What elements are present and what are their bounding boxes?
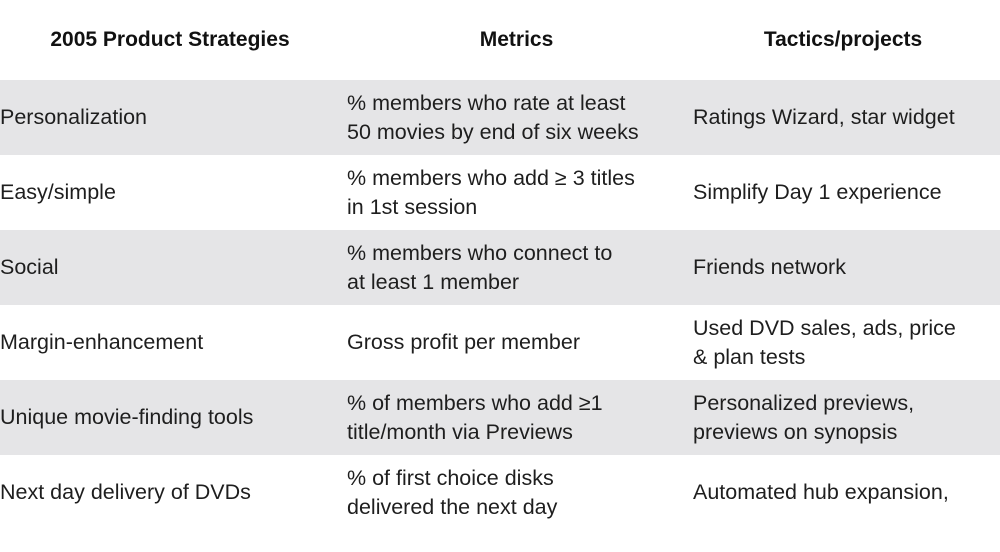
strategy-cell: Social	[0, 255, 59, 280]
tactic-cell: Automated hub expansion,	[693, 480, 949, 505]
tactic-cell: Used DVD sales, ads, price & plan tests	[693, 316, 956, 369]
strategy-cell: Unique movie-finding tools	[0, 405, 254, 430]
strategy-cell: Easy/simple	[0, 180, 116, 205]
metric-cell: % of first choice disks delivered the ne…	[347, 466, 558, 519]
header-metrics: Metrics	[479, 28, 554, 51]
table-row: Easy/simple % members who add ≥ 3 titles…	[0, 155, 1000, 230]
metric-cell: % members who connect to at least 1 memb…	[347, 241, 613, 294]
header-tactics: Tactics/projects	[763, 28, 923, 51]
header-strategies: 2005 Product Strategies	[50, 28, 290, 51]
tactic-cell: Personalized previews, previews on synop…	[693, 391, 915, 444]
strategy-cell: Personalization	[0, 105, 148, 130]
metric-cell: % of members who add ≥1 title/month via …	[347, 391, 603, 444]
tactic-cell: Ratings Wizard, star widget	[693, 105, 955, 130]
table-row: Personalization % members who rate at le…	[0, 80, 1000, 155]
metric-cell: Gross profit per member	[347, 330, 580, 355]
strategy-table: 2005 Product Strategies Metrics Tactics/…	[0, 0, 1000, 530]
strategy-cell: Margin-enhancement	[0, 330, 204, 355]
table-row: Unique movie-finding tools % of members …	[0, 380, 1000, 455]
table-header: 2005 Product Strategies Metrics Tactics/…	[0, 0, 1000, 80]
table-row: Next day delivery of DVDs % of first cho…	[0, 455, 1000, 530]
table-row: Social % members who connect to at least…	[0, 230, 1000, 305]
metric-cell: % members who rate at least 50 movies by…	[347, 91, 639, 144]
table-row: Margin-enhancement Gross profit per memb…	[0, 305, 1000, 380]
tactic-cell: Simplify Day 1 experience	[693, 180, 942, 205]
metric-cell: % members who add ≥ 3 titles in 1st sess…	[347, 166, 635, 219]
strategy-cell: Next day delivery of DVDs	[0, 480, 251, 505]
tactic-cell: Friends network	[693, 255, 846, 280]
